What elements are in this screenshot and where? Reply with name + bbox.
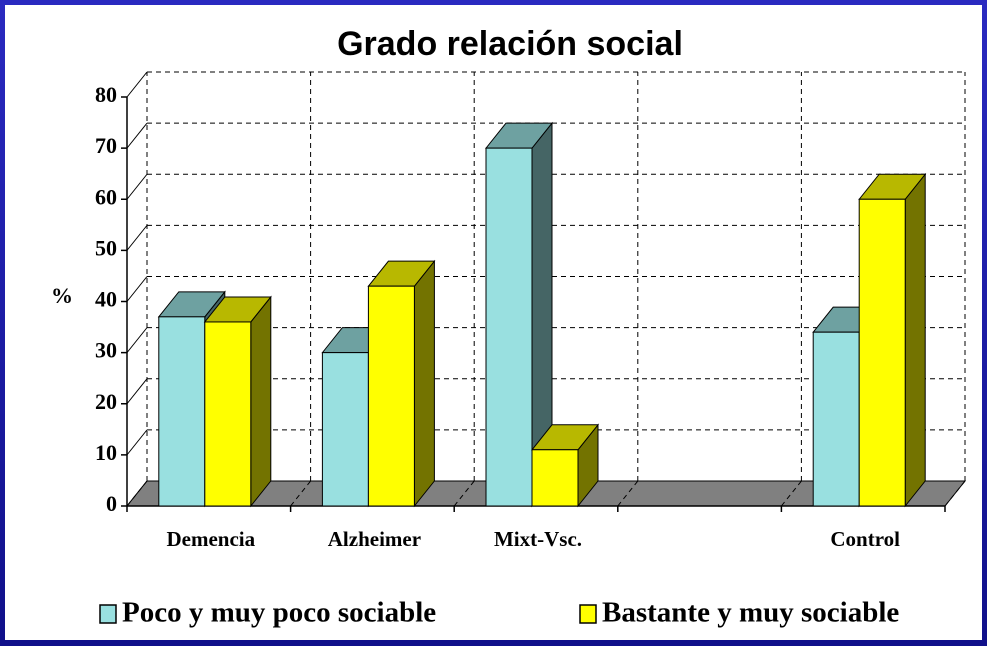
legend-label: Bastante y muy sociable: [602, 597, 899, 629]
y-tick-label: 10: [95, 440, 117, 465]
grid-line-side: [126, 276, 148, 302]
y-axis-label: %: [51, 283, 73, 308]
y-tick-label: 50: [95, 235, 117, 260]
bar: [367, 285, 415, 507]
grid-line-side: [126, 71, 148, 98]
bar: [858, 198, 906, 507]
x-tick-label: Alzheimer: [328, 527, 421, 551]
y-tick-label: 0: [106, 491, 117, 516]
grid-line-side: [126, 327, 148, 353]
y-tick-label: 70: [95, 133, 117, 158]
y-tick-label: 60: [95, 184, 117, 209]
grid-line-side: [126, 378, 148, 405]
legend-label: Poco y muy poco sociable: [122, 597, 436, 629]
grid-line-side: [126, 122, 148, 149]
chart-title: Grado relación social: [337, 25, 683, 63]
x-tick-label: Demencia: [166, 527, 255, 551]
legend-swatch: [99, 604, 117, 624]
y-tick-label: 40: [95, 287, 117, 312]
y-tick-label: 20: [95, 389, 117, 414]
bar-side: [904, 172, 926, 508]
x-tick-label: Mixt-Vsc.: [494, 527, 582, 551]
bar: [158, 316, 206, 507]
bar: [321, 352, 369, 507]
bar-side: [250, 295, 272, 508]
bar-side: [413, 259, 435, 508]
bar: [531, 449, 579, 507]
legend-swatch: [579, 604, 597, 624]
y-tick-label: 30: [95, 338, 117, 363]
grid-line-side: [126, 173, 148, 200]
grid-line-side: [126, 429, 148, 456]
bar: [812, 331, 860, 507]
grid-line-side: [126, 225, 148, 251]
y-tick-label: 80: [95, 82, 117, 107]
bar: [485, 147, 533, 507]
x-tick-label: Control: [830, 527, 900, 551]
bar: [204, 321, 252, 507]
